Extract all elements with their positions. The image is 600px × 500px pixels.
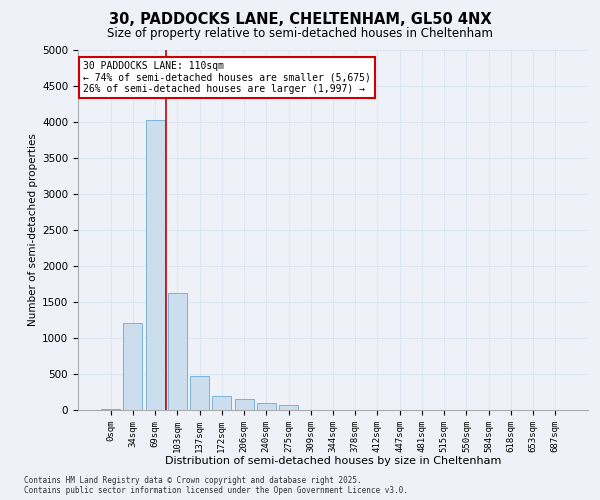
Text: Size of property relative to semi-detached houses in Cheltenham: Size of property relative to semi-detach… [107,28,493,40]
Bar [146,120,164,410]
Text: Contains HM Land Registry data © Crown copyright and database right 2025.
Contai: Contains HM Land Registry data © Crown c… [24,476,408,495]
Bar [235,399,254,410]
Bar [190,376,209,410]
Text: 30, PADDOCKS LANE, CHELTENHAM, GL50 4NX: 30, PADDOCKS LANE, CHELTENHAM, GL50 4NX [109,12,491,28]
Bar [168,294,187,410]
Bar [279,405,298,410]
Bar [257,403,276,410]
Y-axis label: Number of semi-detached properties: Number of semi-detached properties [28,134,38,326]
Text: 30 PADDOCKS LANE: 110sqm
← 74% of semi-detached houses are smaller (5,675)
26% o: 30 PADDOCKS LANE: 110sqm ← 74% of semi-d… [83,61,371,94]
Bar [124,323,142,410]
X-axis label: Distribution of semi-detached houses by size in Cheltenham: Distribution of semi-detached houses by … [165,456,501,466]
Bar [212,396,231,410]
